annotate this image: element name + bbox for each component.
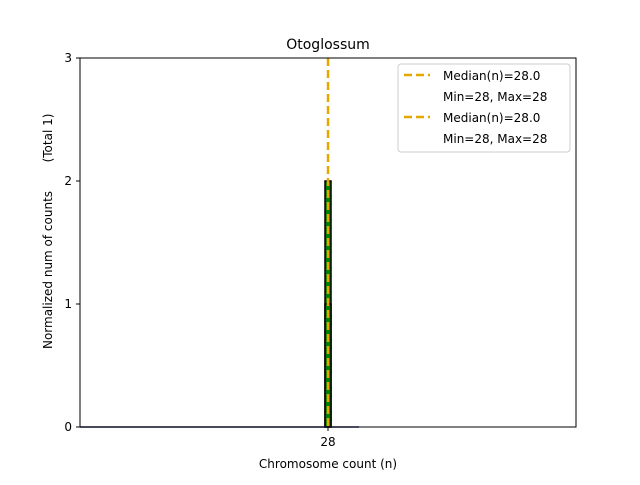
y-tick-label-0: 0	[64, 420, 72, 434]
y-axis-label-total: (Total 1)	[41, 114, 55, 163]
y-tick-label-1: 1	[64, 297, 72, 311]
legend-label-1: Median(n)=28.0	[443, 69, 540, 83]
x-tick-label-28: 28	[320, 435, 335, 449]
legend-box	[397, 63, 571, 153]
legend-sublabel-2: Min=28, Max=28	[443, 132, 547, 146]
chart-title: Otoglossum	[286, 37, 370, 53]
legend-sublabel-1: Min=28, Max=28	[443, 90, 547, 104]
legend-label-2: Median(n)=28.0	[443, 111, 540, 125]
y-tick-label-2: 2	[64, 174, 72, 188]
legend: Median(n)=28.0 Min=28, Max=28 Median(n)=28…	[397, 63, 571, 153]
x-axis-label: Chromosome count (n)	[259, 457, 397, 471]
plot-area: 0 1 2 3 28	[64, 51, 577, 449]
y-axis-label: Normalized num of counts	[41, 191, 55, 349]
y-tick-label-3: 3	[64, 51, 72, 65]
